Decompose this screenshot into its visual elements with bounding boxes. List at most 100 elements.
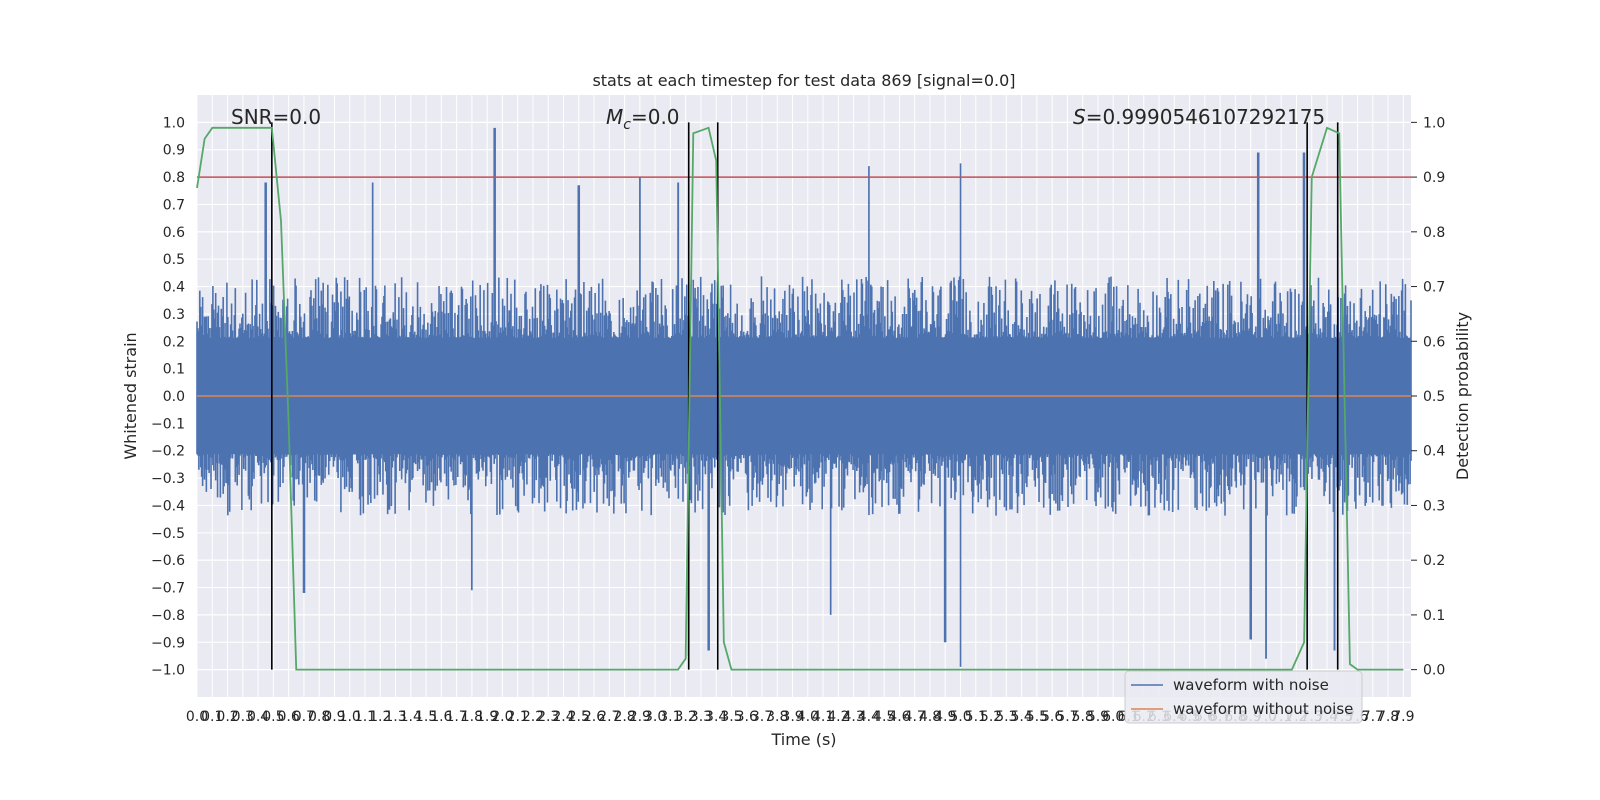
x-tick-label: 1.3 [384,709,406,725]
annotation-snr: SNR=0.0 [231,105,321,129]
y-tick-label: −0.7 [151,581,185,597]
y-tick-label: −0.9 [151,635,185,651]
x-tick-label: 0.6 [277,709,299,725]
x-tick-label: 1.6 [430,709,452,725]
y-tick-label: 0.4 [163,280,185,296]
y2-tick-label: 0.8 [1423,225,1445,241]
legend-label-waveform-with-noise: waveform with noise [1173,676,1329,694]
x-tick-label: 5.2 [980,709,1002,725]
x-axis-label: Time (s) [770,730,836,749]
x-tick-label: 5.8 [1072,709,1094,725]
y2-tick-label: 0.4 [1423,444,1445,460]
x-tick-label: 5.1 [965,709,987,725]
x-tick-label: 2.6 [583,709,605,725]
y-tick-label: −0.6 [151,553,185,569]
x-tick-label: 2.3 [537,709,559,725]
x-tick-label: 0.5 [262,709,284,725]
x-tick-label: 4.5 [873,709,895,725]
annotation-score: S=0.9990546107292175 [1073,105,1325,129]
legend: waveform with noise waveform without noi… [1124,670,1363,724]
x-tick-label: 4.0 [797,709,819,725]
x-tick-label: 3.1 [659,709,681,725]
x-tick-label: 1.9 [476,709,498,725]
legend-label-waveform-without-noise: waveform without noise [1173,700,1353,718]
x-tick-label: 1.7 [445,709,467,725]
y2-tick-label: 0.0 [1423,663,1445,679]
x-tick-label: 0.9 [323,709,345,725]
detection-probability-trace [196,126,1404,671]
x-tick-label: 2.0 [491,709,513,725]
x-tick-label: 5.0 [949,709,971,725]
x-tick-label: 5.3 [995,709,1017,725]
y-tick-label: −1.0 [151,663,185,679]
x-tick-label: 2.5 [568,709,590,725]
y-tick-label: −0.5 [151,526,185,542]
x-tick-label: 3.8 [766,709,788,725]
x-tick-label: 4.1 [812,709,834,725]
y-tick-label: 0.2 [163,334,185,350]
y-tick-label: 0.5 [163,252,185,268]
y-tick-label: −0.4 [151,498,185,514]
y2-tick-label: 0.9 [1423,170,1445,186]
x-tick-label: 0.0 [186,709,208,725]
x-tick-label: 2.9 [629,709,651,725]
y2-tick-label: 0.1 [1423,608,1445,624]
y2-tick-label: 0.2 [1423,553,1445,569]
x-tick-label: 0.4 [247,709,269,725]
annotation-chirp-mass: Mc=0.0 [606,105,680,133]
y-tick-label: −0.2 [151,444,185,460]
x-tick-label: 2.8 [613,709,635,725]
y-tick-label: 0.0 [163,389,185,405]
x-tick-label: 0.1 [201,709,223,725]
x-tick-label: 4.3 [842,709,864,725]
x-tick-label: 3.4 [705,709,727,725]
x-tick-label: 6.0 [1102,709,1124,725]
x-tick-label: 0.7 [293,709,315,725]
series-detection-probability [196,126,1404,671]
x-tick-label: 1.5 [415,709,437,725]
x-tick-label: 5.7 [1056,709,1078,725]
x-tick-label: 1.1 [354,709,376,725]
y-tick-label: 0.7 [163,197,185,213]
y-tick-label: 0.6 [163,225,185,241]
waveform-with-noise-trace [196,127,1412,667]
x-tick-label: 1.0 [339,709,361,725]
y-tick-label: −0.3 [151,471,185,487]
x-tick-label: 2.4 [552,709,574,725]
x-tick-label: 4.6 [888,709,910,725]
y2-tick-label: 1.0 [1423,115,1445,131]
x-tick-label: 7.9 [1392,709,1414,725]
y2-axis-label: Detection probability [1453,312,1472,480]
y-axis-label: Whitened strain [121,332,140,459]
annotation-chirp-mass-symbol: M [606,105,623,129]
y-tick-label: −0.1 [151,416,185,432]
annotation-score-value: =0.9990546107292175 [1086,105,1325,129]
x-tick-label: 5.4 [1010,709,1032,725]
y-tick-label: 0.3 [163,307,185,323]
y2-tick-label: 0.7 [1423,280,1445,296]
x-tick-label: 3.9 [781,709,803,725]
y-tick-label: 1.0 [163,115,185,131]
annotation-score-symbol: S [1073,105,1086,129]
x-tick-label: 2.1 [507,709,529,725]
x-tick-label: 1.8 [461,709,483,725]
x-tick-label: 4.7 [904,709,926,725]
chart-title: stats at each timestep for test data 869… [592,71,1015,90]
x-tick-label: 3.2 [675,709,697,725]
x-tick-label: 2.2 [522,709,544,725]
x-tick-label: 3.6 [736,709,758,725]
x-tick-label: 7.7 [1362,709,1384,725]
y-tick-label: −0.8 [151,608,185,624]
annotation-chirp-mass-subscript: c [623,117,631,133]
y2-tick-label: 0.3 [1423,498,1445,514]
x-tick-label: 3.5 [720,709,742,725]
x-tick-label: 4.2 [827,709,849,725]
y-tick-label: 0.8 [163,170,185,186]
x-tick-label: 2.7 [598,709,620,725]
y2-tick-label: 0.6 [1423,334,1445,350]
annotation-chirp-mass-value: =0.0 [631,105,680,129]
x-tick-label: 0.8 [308,709,330,725]
x-tick-label: 1.2 [369,709,391,725]
x-tick-label: 3.0 [644,709,666,725]
